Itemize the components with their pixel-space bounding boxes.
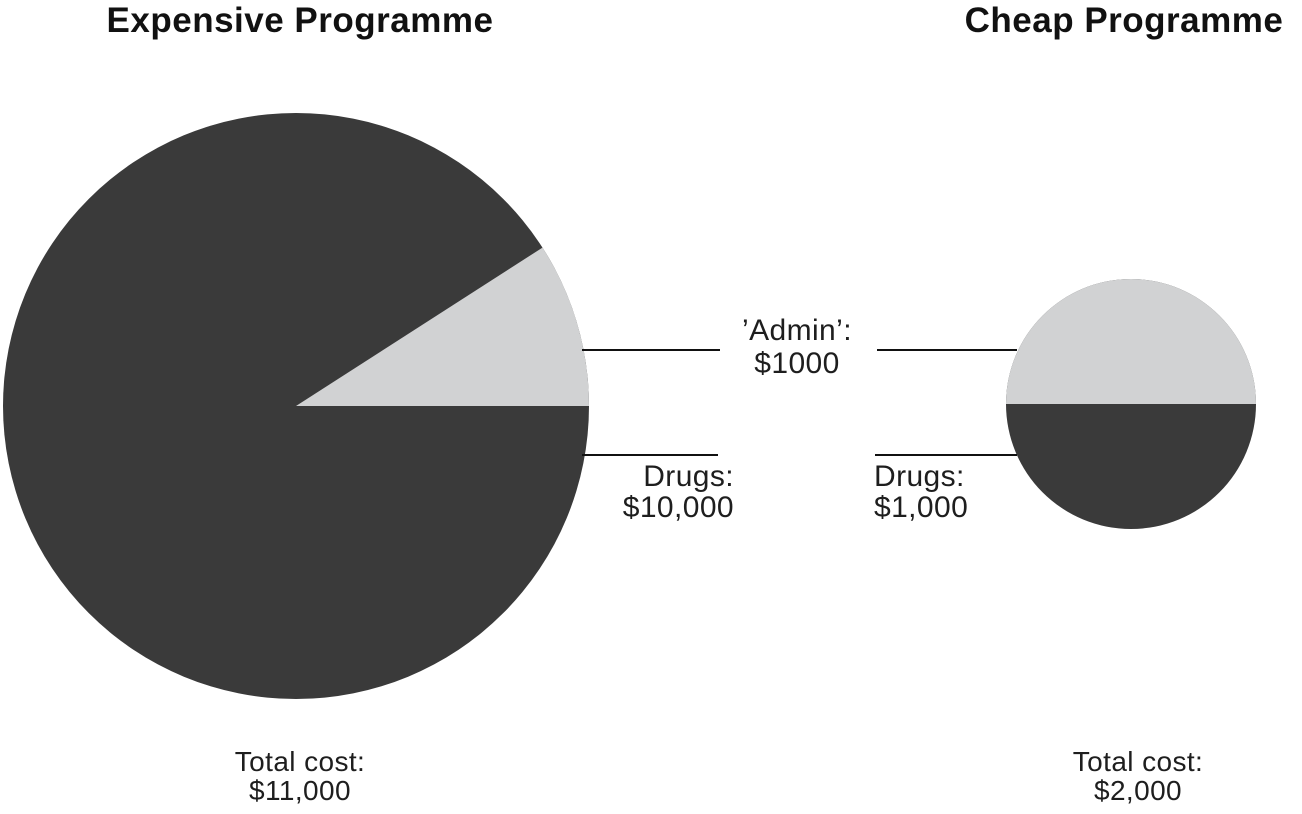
total-cost-expensive-value: $11,000 xyxy=(249,775,351,806)
total-cost-cheap: Total cost: $2,000 xyxy=(1073,747,1203,805)
title-cheap-programme: Cheap Programme xyxy=(964,1,1284,40)
drugs-label-cheap-value: $1,000 xyxy=(874,491,969,524)
title-expensive-programme: Expensive Programme xyxy=(106,1,494,40)
pie-cheap xyxy=(1006,279,1256,529)
admin-label-name: ’Admin’: xyxy=(742,314,852,347)
pie-expensive xyxy=(3,113,589,699)
drugs-label-expensive: Drugs: $10,000 xyxy=(623,461,734,523)
drugs-label-cheap: Drugs: $1,000 xyxy=(874,461,968,523)
total-cost-cheap-label: Total cost: xyxy=(1072,746,1204,777)
pie-expensive-admin-slice xyxy=(296,247,589,406)
drugs-label-cheap-name: Drugs: xyxy=(874,460,965,493)
total-cost-expensive-label: Total cost: xyxy=(234,746,366,777)
drugs-label-expensive-value: $10,000 xyxy=(622,491,734,524)
admin-shared-label: ’Admin’: $1000 xyxy=(742,314,852,380)
admin-label-value: $1000 xyxy=(754,347,840,380)
drugs-label-expensive-name: Drugs: xyxy=(643,460,734,493)
total-cost-expensive: Total cost: $11,000 xyxy=(235,747,365,805)
total-cost-cheap-value: $2,000 xyxy=(1093,775,1183,806)
pie-cheap-admin-slice xyxy=(1006,279,1256,404)
